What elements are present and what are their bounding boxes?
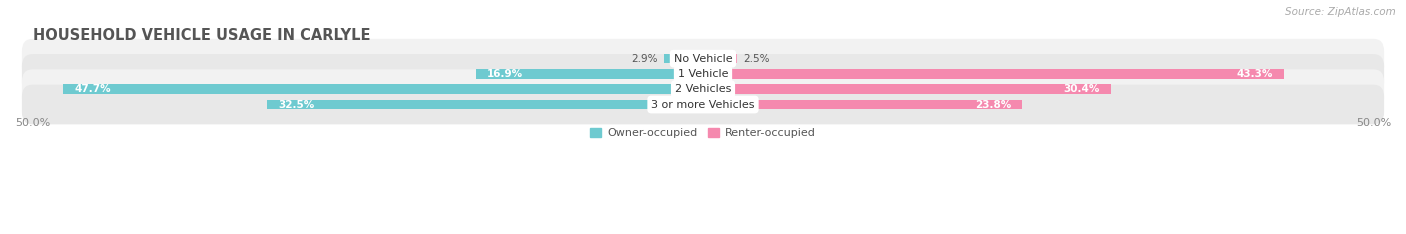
- FancyBboxPatch shape: [22, 39, 1384, 79]
- Text: HOUSEHOLD VEHICLE USAGE IN CARLYLE: HOUSEHOLD VEHICLE USAGE IN CARLYLE: [32, 28, 370, 43]
- FancyBboxPatch shape: [22, 54, 1384, 94]
- Text: 3 or more Vehicles: 3 or more Vehicles: [651, 99, 755, 110]
- Text: 43.3%: 43.3%: [1236, 69, 1272, 79]
- Text: 1 Vehicle: 1 Vehicle: [678, 69, 728, 79]
- FancyBboxPatch shape: [22, 69, 1384, 109]
- Text: Source: ZipAtlas.com: Source: ZipAtlas.com: [1285, 7, 1396, 17]
- Text: 2.9%: 2.9%: [631, 54, 658, 64]
- Bar: [664, 54, 703, 63]
- Bar: [63, 84, 703, 94]
- Legend: Owner-occupied, Renter-occupied: Owner-occupied, Renter-occupied: [591, 128, 815, 138]
- Bar: [703, 54, 737, 63]
- Text: 16.9%: 16.9%: [486, 69, 523, 79]
- Text: 2.5%: 2.5%: [744, 54, 769, 64]
- Text: 47.7%: 47.7%: [75, 84, 111, 94]
- Bar: [477, 69, 703, 79]
- Text: 32.5%: 32.5%: [278, 99, 314, 110]
- Text: 23.8%: 23.8%: [976, 99, 1011, 110]
- Text: 2 Vehicles: 2 Vehicles: [675, 84, 731, 94]
- Bar: [267, 100, 703, 109]
- Bar: [703, 84, 1111, 94]
- Bar: [703, 69, 1284, 79]
- Text: No Vehicle: No Vehicle: [673, 54, 733, 64]
- FancyBboxPatch shape: [22, 85, 1384, 124]
- Text: 30.4%: 30.4%: [1063, 84, 1099, 94]
- Bar: [703, 100, 1022, 109]
